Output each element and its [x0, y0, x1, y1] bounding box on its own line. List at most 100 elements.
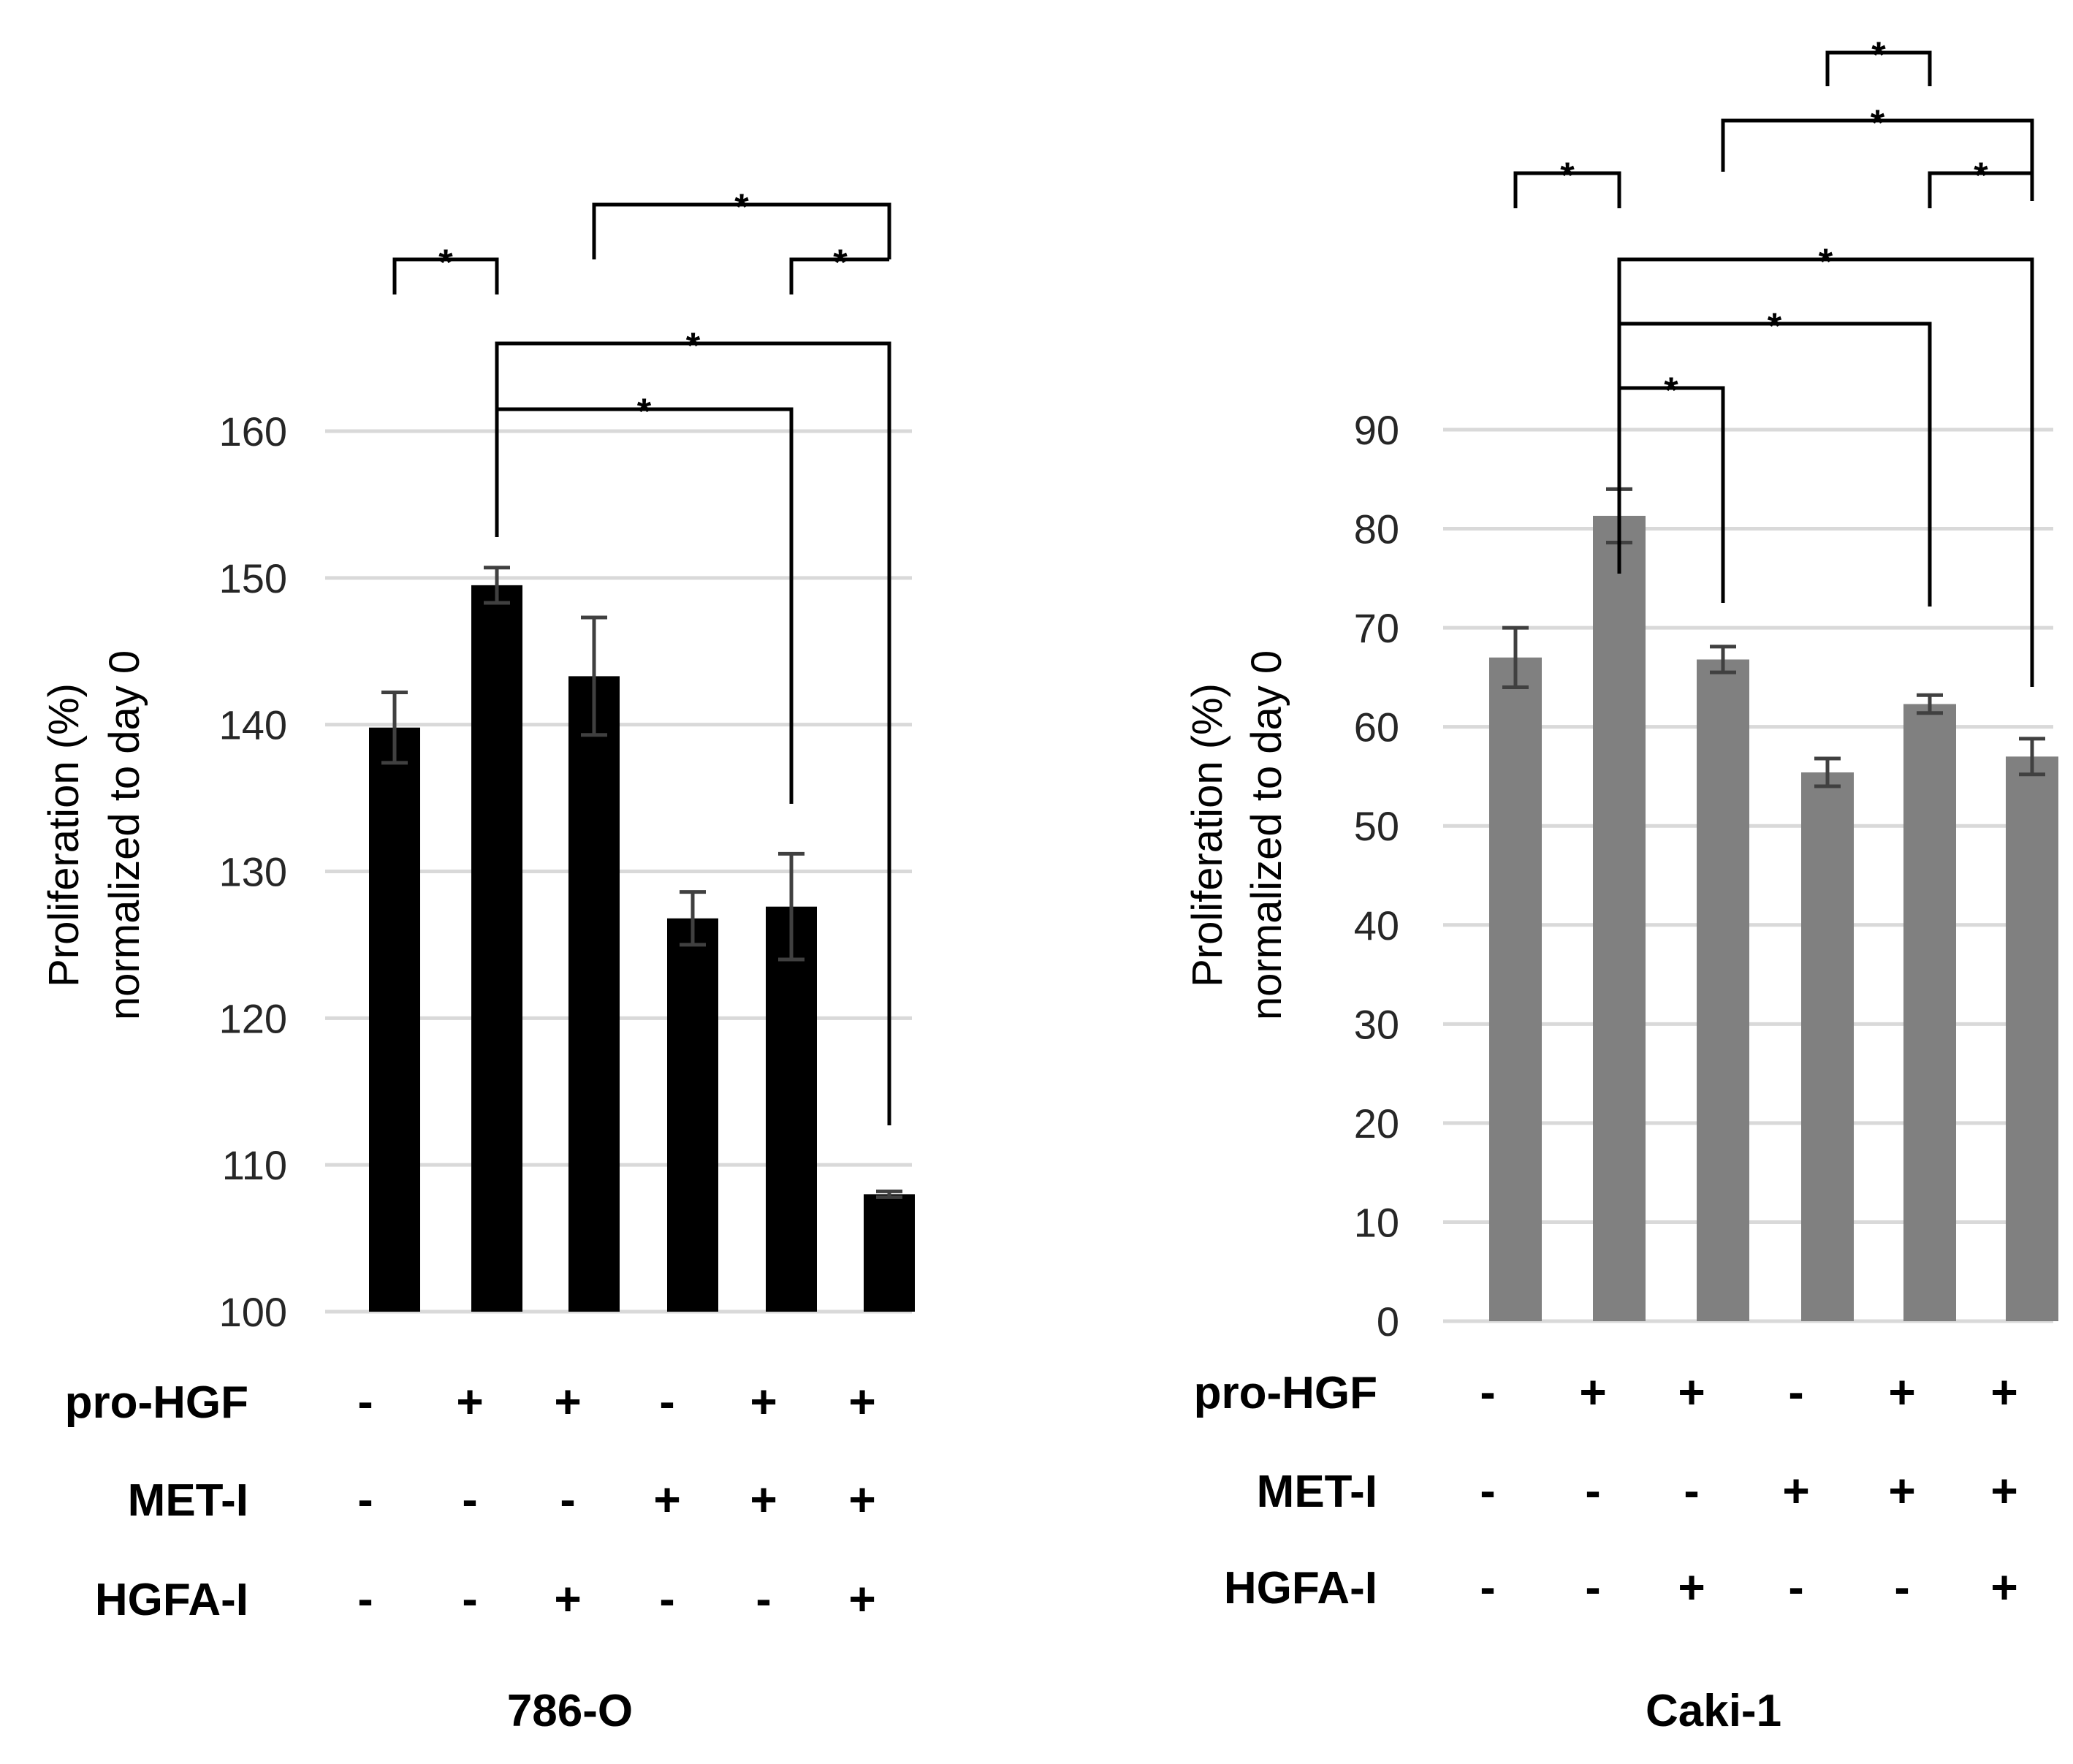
y-tick-label: 0: [1377, 1299, 1399, 1345]
y-tick-label: 30: [1354, 1001, 1399, 1047]
condition-label: MET-I: [1257, 1467, 1377, 1517]
chart-panel-caki-1: 0 10 20 30 40 50 60 70 80 90 Proliferation (%) norm…: [1184, 34, 2058, 1736]
significance-star: *: [1768, 305, 1782, 346]
y-tick-label: 120: [219, 995, 287, 1041]
condition-sign: +: [1990, 1464, 2017, 1517]
significance-star: *: [1871, 102, 1885, 143]
y-tick-label: 110: [222, 1142, 287, 1188]
y-axis-label: Proliferation (%): [40, 683, 88, 987]
bar: [2006, 756, 2058, 1321]
condition-sign: -: [1480, 1464, 1495, 1517]
condition-sign: +: [1888, 1366, 1915, 1418]
bar: [864, 1194, 915, 1312]
condition-sign: +: [1579, 1366, 1606, 1418]
condition-sign: -: [659, 1375, 674, 1428]
significance-bracket: [495, 407, 794, 804]
condition-sign: +: [848, 1375, 875, 1428]
bar: [568, 676, 620, 1312]
condition-sign: -: [1788, 1561, 1803, 1613]
condition-label: MET-I: [128, 1475, 248, 1526]
condition-sign: -: [357, 1573, 373, 1625]
significance-star: *: [1664, 370, 1678, 411]
condition-sign: +: [1990, 1561, 2017, 1613]
significance-star: *: [1871, 34, 1886, 75]
condition-sign: +: [1888, 1464, 1915, 1517]
significance-star: *: [438, 242, 453, 283]
significance-star: *: [1560, 155, 1575, 196]
bar: [369, 727, 420, 1312]
condition-sign: +: [554, 1573, 581, 1625]
condition-sign: -: [1585, 1561, 1600, 1613]
condition-sign: +: [750, 1473, 777, 1526]
condition-sign: -: [560, 1473, 575, 1526]
chart-panel-786-o: 100 110 120 130 140 150 160 Proliferation (%) no…: [40, 186, 915, 1736]
condition-sign: -: [756, 1573, 771, 1625]
condition-sign: -: [1684, 1464, 1699, 1517]
bar: [1801, 772, 1854, 1321]
chart-title: 786-O: [507, 1686, 633, 1736]
condition-sign: +: [1678, 1366, 1705, 1418]
significance-bracket: [1825, 50, 1932, 86]
condition-sign: +: [848, 1473, 875, 1526]
y-tick-label: 150: [219, 555, 287, 601]
significance-bracket: [789, 257, 889, 294]
y-axis-label: Proliferation (%): [1184, 683, 1231, 987]
condition-label: HGFA-I: [95, 1575, 248, 1625]
y-tick-label: 50: [1354, 803, 1399, 849]
bar: [667, 918, 718, 1312]
significance-star: *: [686, 325, 701, 366]
bar: [766, 906, 817, 1312]
condition-sign: +: [1678, 1561, 1705, 1613]
y-tick-label: 10: [1354, 1199, 1399, 1245]
y-tick-label: 100: [219, 1289, 287, 1335]
significance-star: *: [734, 186, 749, 227]
significance-bracket: [1513, 171, 1621, 208]
condition-sign: +: [554, 1375, 581, 1428]
significance-star: *: [833, 242, 848, 283]
condition-sign: -: [659, 1573, 674, 1625]
condition-sign: +: [456, 1375, 483, 1428]
y-tick-label: 40: [1354, 902, 1399, 948]
bar: [1593, 515, 1646, 1321]
significance-star: *: [1819, 241, 1833, 282]
chart-title: Caki-1: [1646, 1686, 1781, 1736]
condition-sign: +: [1782, 1464, 1809, 1517]
condition-sign: -: [1480, 1366, 1495, 1418]
y-tick-label: 20: [1354, 1100, 1399, 1147]
significance-bracket: [1928, 171, 2032, 208]
condition-sign: +: [750, 1375, 777, 1428]
bar: [1489, 657, 1542, 1321]
condition-label: pro-HGF: [1194, 1368, 1377, 1418]
condition-sign: -: [357, 1473, 373, 1526]
significance-bracket: [1721, 118, 2034, 201]
condition-sign: -: [462, 1473, 477, 1526]
y-tick-label: 140: [219, 702, 287, 748]
bar: [1903, 704, 1956, 1321]
y-axis-label: normalized to day 0: [1243, 650, 1290, 1020]
y-tick-label: 60: [1354, 704, 1399, 750]
significance-bracket: [392, 257, 499, 294]
condition-sign: +: [1990, 1366, 2017, 1418]
bar: [1697, 659, 1749, 1321]
condition-label: pro-HGF: [65, 1377, 248, 1428]
y-tick-label: 80: [1354, 506, 1399, 552]
significance-star: *: [637, 391, 652, 432]
condition-sign: -: [1894, 1561, 1909, 1613]
condition-sign: -: [357, 1375, 373, 1428]
condition-sign: -: [1480, 1561, 1495, 1613]
significance-star: *: [1974, 155, 1988, 196]
condition-label: HGFA-I: [1224, 1563, 1377, 1613]
condition-sign: -: [1788, 1366, 1803, 1418]
condition-sign: +: [848, 1573, 875, 1625]
condition-sign: -: [462, 1573, 477, 1625]
significance-bracket: [1617, 322, 1932, 607]
bar: [471, 585, 522, 1312]
condition-sign: -: [1585, 1464, 1600, 1517]
y-tick-label: 70: [1354, 605, 1399, 651]
condition-sign: +: [653, 1473, 680, 1526]
y-tick-label: 130: [219, 849, 287, 895]
y-tick-label: 90: [1354, 407, 1399, 453]
significance-bracket: [1617, 386, 1725, 603]
y-axis-label: normalized to day 0: [101, 650, 148, 1020]
